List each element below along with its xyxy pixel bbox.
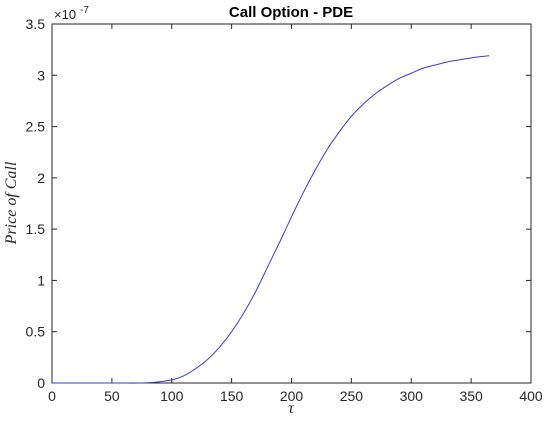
y-tick-label: 1.5 <box>26 221 46 237</box>
y-tick-label: 1 <box>37 272 45 288</box>
x-tick-label: 250 <box>340 388 364 404</box>
y-tick-label: 2.5 <box>26 119 46 135</box>
y-tick-label: 3.5 <box>26 16 46 32</box>
series-line <box>51 55 490 384</box>
x-axis-ticks: 0 50 100 150 200 250 300 350 400 <box>48 24 543 404</box>
x-tick-label: 100 <box>160 388 184 404</box>
y-tick-label: 0 <box>37 375 45 391</box>
x-tick-label: 350 <box>459 388 483 404</box>
x-tick-label: 0 <box>48 388 56 404</box>
y-axis-ticks: 0 0.5 1 1.5 2 2.5 3 3.5 <box>26 16 531 391</box>
plot-area <box>51 23 532 384</box>
x-tick-label: 50 <box>104 388 120 404</box>
x-tick-label: 300 <box>400 388 424 404</box>
chart-title: Call Option - PDE <box>229 4 353 21</box>
y-tick-label: 0.5 <box>26 324 46 340</box>
x-tick-label: 150 <box>220 388 244 404</box>
series-layer <box>51 55 490 384</box>
x-tick-label: 200 <box>280 388 304 404</box>
x-tick-label: 400 <box>519 388 543 404</box>
y-axis-label: Price of Call <box>3 161 20 245</box>
y-tick-label: 2 <box>37 170 45 186</box>
x-axis-label: τ <box>288 400 295 417</box>
y-tick-label: 3 <box>37 67 45 83</box>
y-exponent-label: ×10 -7 <box>54 5 89 23</box>
